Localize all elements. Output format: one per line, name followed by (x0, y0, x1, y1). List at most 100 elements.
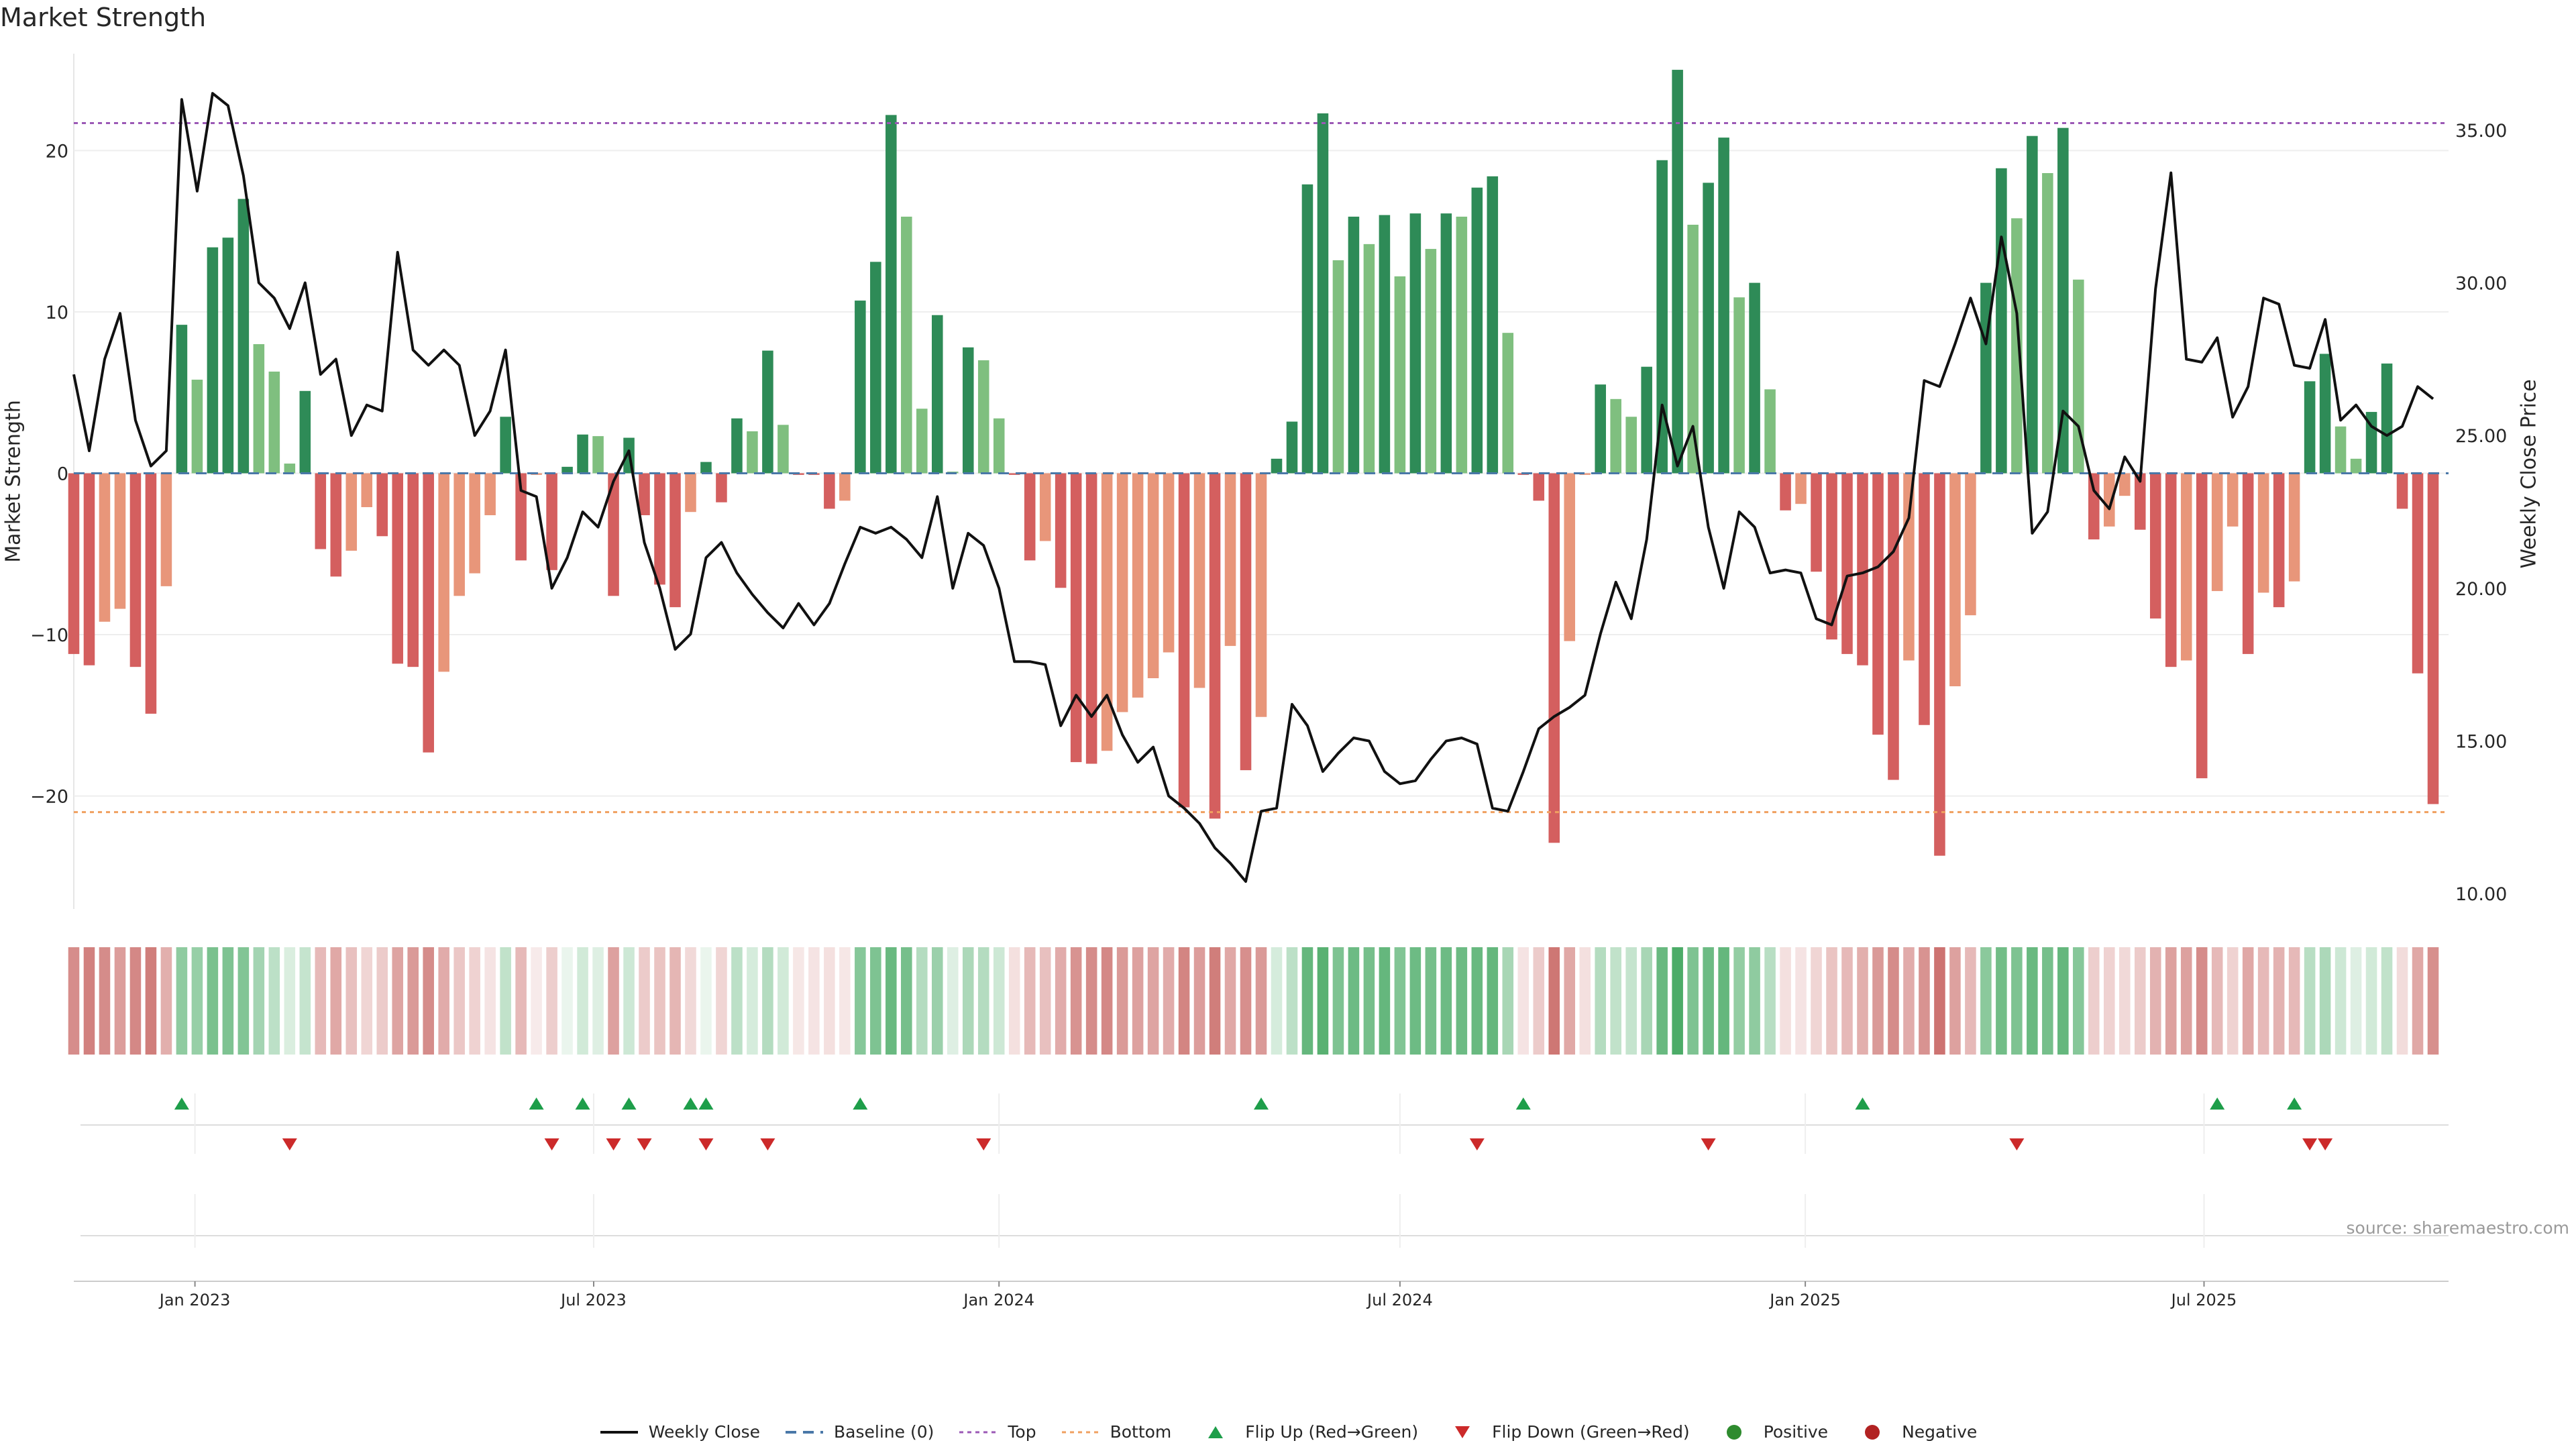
flip-down-marker (976, 1138, 991, 1150)
strip-cell (1070, 947, 1082, 1055)
strip-cell (901, 947, 912, 1055)
strip-cell (639, 947, 650, 1055)
right-tick-label: 20.00 (2455, 579, 2507, 600)
strength-bar (2288, 473, 2300, 582)
strength-bar (777, 425, 789, 474)
strip-cell (608, 947, 619, 1055)
strip-cell (1332, 947, 1344, 1055)
strip-cell (1085, 947, 1097, 1055)
strength-bar (2257, 473, 2269, 593)
left-tick-label: 10 (46, 303, 68, 323)
strength-bar (2042, 173, 2053, 474)
strength-bar (1934, 473, 1945, 856)
strength-bar (608, 473, 619, 596)
strip-cell (284, 947, 296, 1055)
strength-bar (1780, 473, 1791, 511)
flip-down-marker (1701, 1138, 1716, 1150)
strip-cell (1733, 947, 1745, 1055)
strength-bar (1379, 215, 1391, 474)
strip-cell (1132, 947, 1144, 1055)
strip-cell (484, 947, 496, 1055)
strength-bar (1440, 213, 1452, 474)
strength-bar (2011, 218, 2023, 474)
strip-cell (1394, 947, 1406, 1055)
strip-cell (1764, 947, 1776, 1055)
strip-cell (1224, 947, 1236, 1055)
strip-cell (1440, 947, 1452, 1055)
strip-cell (793, 947, 804, 1055)
strip-cell (808, 947, 820, 1055)
strip-cell (191, 947, 203, 1055)
strip-cell (1795, 947, 1807, 1055)
strength-bar (1317, 113, 1329, 474)
strength-bar (1163, 473, 1175, 653)
strength-bar (361, 473, 373, 507)
strength-bar (145, 473, 157, 714)
strip-cell (1811, 947, 1822, 1055)
strength-bar (1564, 473, 1576, 641)
strength-bars (68, 70, 2439, 856)
strength-bar (546, 473, 557, 570)
strip-cell (1919, 947, 1930, 1055)
strength-bar (114, 473, 126, 609)
strength-bar (2196, 473, 2208, 779)
strength-bar (83, 473, 95, 665)
strip-cell (2381, 947, 2393, 1055)
axis-labels: −20 −10 0 10 20 10.00 15.00 20.00 25.00 30.00 35.0… (30, 121, 2507, 1309)
strength-bar (1718, 138, 1729, 474)
strip-cell (2042, 947, 2053, 1055)
strength-bar (2027, 136, 2038, 474)
strength-bar (2149, 473, 2161, 619)
strength-bar (561, 466, 573, 474)
legend: Weekly Close Baseline (0) Top Bottom Flip Up… (0, 1422, 2576, 1442)
flip-up-marker (2210, 1097, 2225, 1110)
legend-item-negative: Negative (1852, 1422, 1977, 1442)
strength-bar (1919, 473, 1930, 725)
strength-bar (1471, 187, 1483, 474)
strength-bar (1363, 244, 1375, 474)
flip-up-marker (621, 1097, 637, 1110)
strip-cell (2288, 947, 2300, 1055)
strip-cell (407, 947, 419, 1055)
right-tick-label: 30.00 (2455, 274, 2507, 294)
legend-item-weekly-close: Weekly Close (599, 1422, 760, 1442)
strip-cell (345, 947, 358, 1055)
negative-swatch (1865, 1424, 1880, 1440)
strip-cell (916, 947, 928, 1055)
strength-bar (2057, 127, 2069, 474)
strip-cell (438, 947, 449, 1055)
x-tick-label: Jan 2024 (962, 1291, 1034, 1309)
legend-label: Negative (1902, 1422, 1978, 1442)
strip-cell (2350, 947, 2362, 1055)
strength-bar (284, 464, 296, 474)
strength-bar (2319, 354, 2331, 474)
flip_down-swatch (1455, 1426, 1470, 1438)
strength-bar (1610, 398, 1621, 474)
strip-cell (1502, 947, 1514, 1055)
strength-bar (407, 473, 419, 667)
strip-cell (993, 947, 1005, 1055)
strip-cell (1980, 947, 1992, 1055)
x-tick-label: Jul 2025 (2170, 1291, 2237, 1309)
flip-up-marker (1515, 1097, 1531, 1110)
strip-cell (469, 947, 480, 1055)
strength-bar (669, 473, 681, 608)
flip-down-marker (606, 1138, 621, 1150)
strength-bar (855, 301, 866, 474)
strip-cell (2304, 947, 2316, 1055)
strip-cell (1255, 947, 1267, 1055)
strip-cell (2427, 947, 2439, 1055)
strength-bar (1008, 473, 1020, 475)
strip-cell (2073, 947, 2084, 1055)
strength-bar (2381, 363, 2393, 474)
legend-item-baseline: Baseline (0) (784, 1422, 934, 1442)
flip-up-marker (1254, 1097, 1269, 1110)
strip-cell (1656, 947, 1668, 1055)
strip-cell (577, 947, 588, 1055)
strip-cell (2242, 947, 2254, 1055)
strip-cell (1517, 947, 1529, 1055)
strip-cell (546, 947, 557, 1055)
strength-bar (1240, 473, 1252, 771)
flip-markers (74, 1093, 2449, 1287)
